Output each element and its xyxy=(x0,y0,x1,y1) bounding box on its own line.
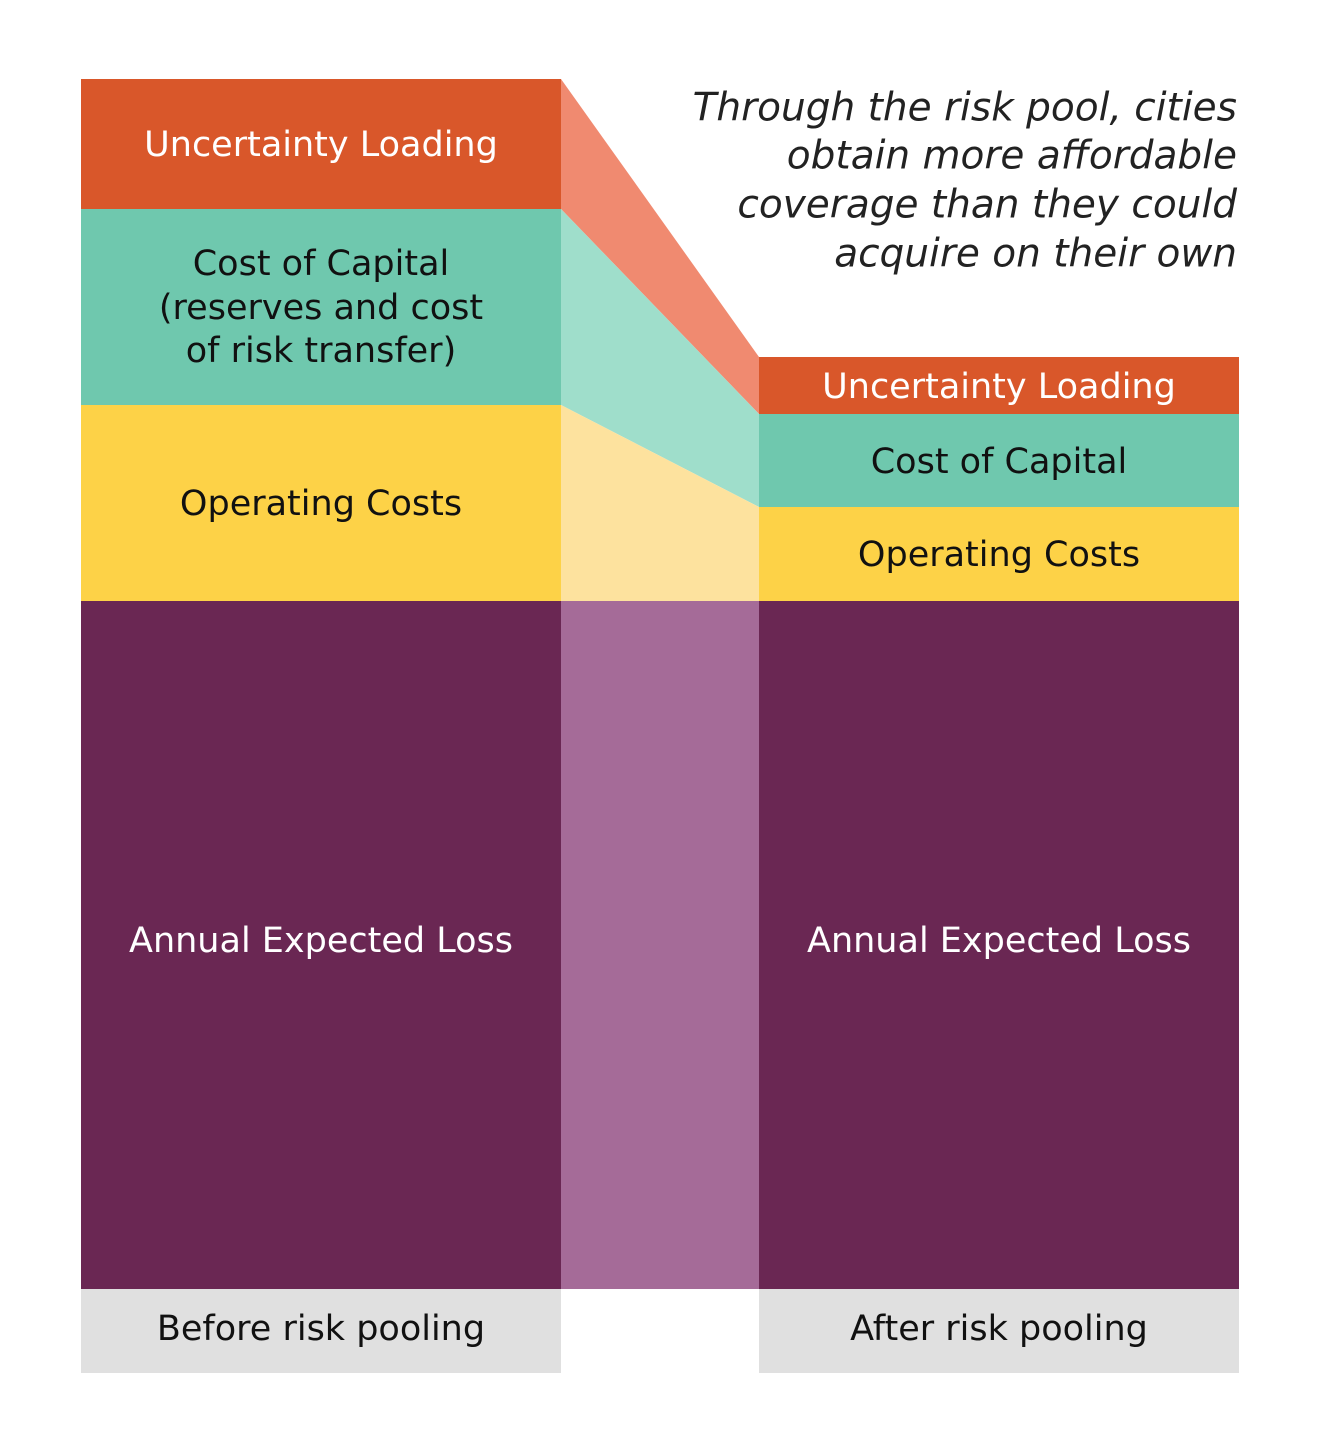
annotation: Through the risk pool, cities xyxy=(693,86,1237,131)
segment-label: Operating Costs xyxy=(180,484,462,524)
column-label: After risk pooling xyxy=(850,1309,1148,1349)
segment-label: Uncertainty Loading xyxy=(144,125,498,165)
connector-uncertainty xyxy=(561,79,759,414)
segment-operating xyxy=(759,507,1239,601)
segment-capital xyxy=(81,209,561,405)
segment-label: Cost of Capital xyxy=(871,442,1128,482)
segment-uncertainty xyxy=(81,79,561,209)
connector-capital xyxy=(561,209,759,507)
annotation: obtain more affordable xyxy=(787,134,1237,179)
annotation: acquire on their own xyxy=(834,232,1237,277)
segment-loss xyxy=(759,601,1239,1289)
segment-label: Operating Costs xyxy=(858,535,1140,575)
segment-label: of risk transfer) xyxy=(186,331,456,371)
annotation: coverage than they could xyxy=(737,183,1237,228)
segment-uncertainty xyxy=(759,357,1239,414)
segment-label: (reserves and cost xyxy=(159,288,483,328)
segment-label: Annual Expected Loss xyxy=(807,921,1191,961)
connector-operating xyxy=(561,405,759,601)
connector-loss xyxy=(561,601,759,1289)
segment-label: Cost of Capital xyxy=(193,244,450,284)
column-label-box xyxy=(759,1289,1239,1373)
segment-label: Uncertainty Loading xyxy=(822,367,1176,407)
segment-operating xyxy=(81,405,561,601)
segment-loss xyxy=(81,601,561,1289)
segment-capital xyxy=(759,414,1239,507)
column-label-box xyxy=(81,1289,561,1373)
segment-label: Annual Expected Loss xyxy=(129,921,513,961)
column-label: Before risk pooling xyxy=(157,1309,485,1349)
